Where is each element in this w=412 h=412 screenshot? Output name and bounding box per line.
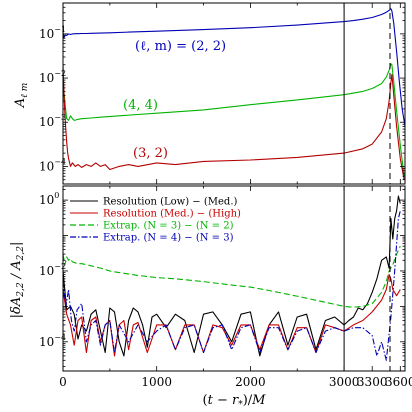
top-ytick-label-2: 10−2 [39,69,66,85]
xtick-label-0: 0 [59,375,67,389]
legend-entry-2: Extrap. (N = 3) − (N = 2) [70,221,234,232]
legend-label-0: Resolution (Low) − (Med.) [103,197,237,208]
legend-label-3: Extrap. (N = 4) − (N = 3) [103,233,234,244]
bottom-ytick-label-0: 10−4 [39,333,66,349]
top-series-0-line [63,8,405,127]
legend-entry-0: Resolution (Low) − (Med.) [70,197,237,208]
x-axis-label: (t − r*)/M [203,393,267,410]
xtick-label-1: 1000 [141,375,172,389]
xtick-label-3: 3000 [329,375,360,389]
series-label-44: (4, 4) [123,98,158,113]
xtick-label-5: 3600 [385,375,412,389]
legend-entry-1: Resolution (Med.) − (High) [70,209,241,220]
bottom-series-1-line [63,273,401,357]
bottom-ylabel: |δA2,2 / A2,2| [9,242,26,319]
top-series-2-line [63,64,405,180]
xtick-label-4: 3300 [357,375,388,389]
top-ylabel: Aℓ m [13,83,30,109]
legend-label-1: Resolution (Med.) − (High) [103,209,241,220]
bottom-plot-frame [62,185,406,372]
xtick-label-2: 2000 [235,375,266,389]
bottom-series-0-line [63,195,401,357]
legend: Resolution (Low) − (Med.) Resolution (Me… [70,197,241,244]
legend-label-2: Extrap. (N = 3) − (N = 2) [103,221,234,232]
legend-entry-3: Extrap. (N = 4) − (N = 3) [70,233,234,244]
bottom-ytick-label-1: 10−2 [39,262,66,278]
bottom-series-2-line [63,245,401,308]
series-label-22: (ℓ, m) = (2, 2) [135,39,226,54]
top-ytick-label-3: 10−1 [39,25,66,41]
top-ytick-label-0: 10−4 [39,157,66,173]
bottom-ytick-label-2: 100 [39,191,59,207]
series-label-32: (3, 2) [133,146,168,161]
top-ytick-label-1: 10−3 [39,113,66,129]
top-series-1-line [63,63,405,177]
top-panel: 10−4 10−3 10−2 10−1 Aℓ m (ℓ, m) = (2, 2) (4… [13,2,406,185]
bottom-series-3-line [63,210,401,361]
top-plot-frame [62,2,406,185]
